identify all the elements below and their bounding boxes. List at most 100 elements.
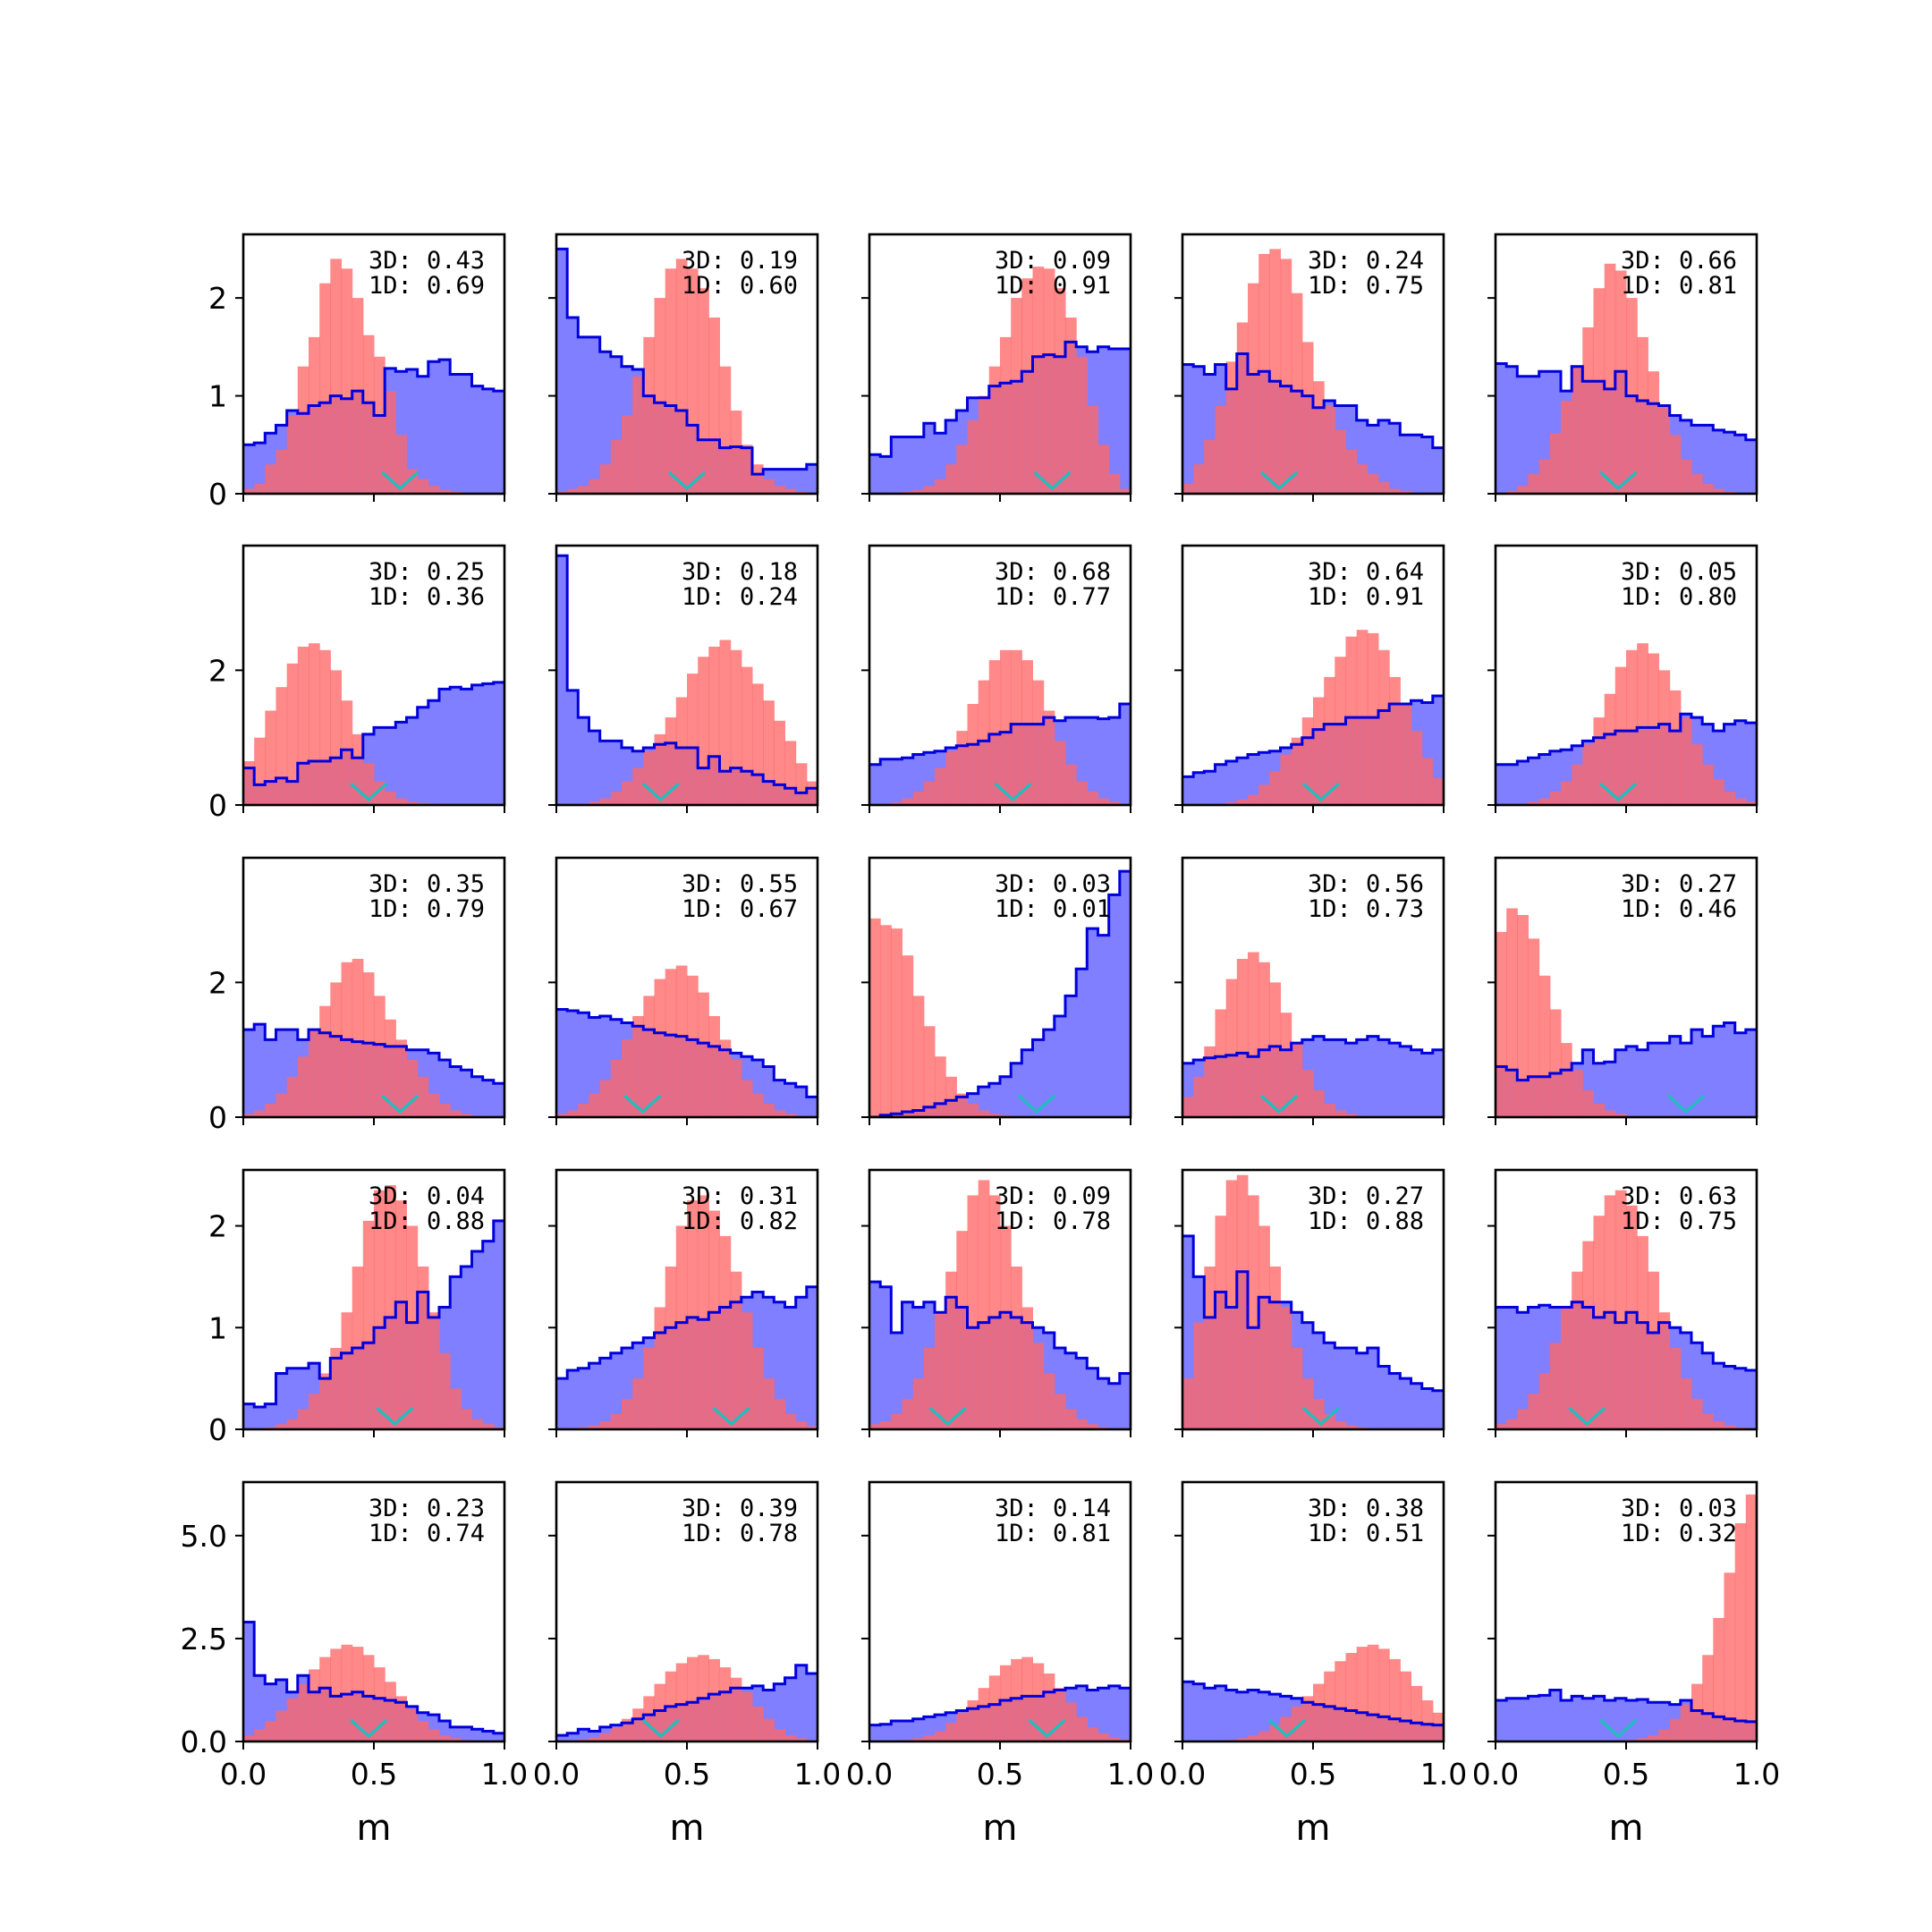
blue-bar (1215, 1685, 1227, 1741)
blue-step-line (1182, 1035, 1444, 1065)
blue-bar (880, 758, 892, 805)
red-bar (730, 649, 742, 805)
blue-step-line (1496, 1301, 1757, 1372)
red-bar (1572, 1271, 1583, 1429)
blue-bar (1335, 1348, 1346, 1429)
plot-area (1182, 249, 1444, 494)
blue-bar (461, 374, 472, 494)
red-bar (599, 1420, 612, 1429)
red-bar (956, 731, 968, 805)
red-bar (362, 335, 375, 494)
annotation-3d: 3D: 0.39 (682, 1495, 798, 1522)
blue-bar (428, 700, 440, 805)
blue-bar (1411, 435, 1423, 494)
red-bar (1538, 975, 1551, 1117)
red-bar (1021, 1307, 1033, 1429)
red-bar (687, 674, 699, 805)
red-bar (1713, 488, 1724, 494)
red-bar (978, 1110, 990, 1117)
blue-bar (578, 717, 589, 805)
red-bar (319, 1373, 331, 1429)
plot-area (556, 1195, 818, 1429)
red-bar (912, 1738, 925, 1741)
red-bar (698, 657, 709, 805)
blue-bar (784, 1307, 797, 1429)
red-bar (1182, 1097, 1194, 1117)
red-bar (719, 1667, 732, 1741)
red-bar (265, 1103, 276, 1117)
red-bar (428, 486, 440, 494)
x-tick-label: 0.5 (1603, 1757, 1649, 1792)
blue-bar (1517, 376, 1529, 494)
red-bar (1614, 270, 1627, 494)
blue-bar (450, 374, 462, 494)
red-bar (567, 1110, 579, 1117)
blue-bar (243, 1622, 255, 1741)
red-bar (698, 992, 709, 1117)
blue-bar (461, 689, 472, 805)
annotation-1d: 1D: 0.91 (995, 272, 1111, 300)
red-bar (1745, 1494, 1757, 1741)
blue-bar (1506, 366, 1518, 494)
marker-chevron (1599, 1718, 1638, 1739)
blue-bar (1367, 1036, 1379, 1117)
red-bar (297, 1683, 309, 1741)
marker-chevron (1568, 1406, 1606, 1427)
blue-bar (923, 423, 936, 494)
red-bar (374, 356, 386, 494)
marker-chevron (641, 1718, 680, 1739)
blue-bar (1724, 432, 1736, 494)
red-bar (774, 1398, 785, 1429)
red-bar (632, 1708, 644, 1741)
blue-bar (1593, 1696, 1606, 1741)
red-bar (1000, 649, 1012, 805)
red-bar (806, 781, 818, 805)
blue-bar (599, 741, 612, 805)
blue-bar (1626, 1700, 1638, 1741)
red-bar (297, 1056, 309, 1117)
blue-bar (1626, 1046, 1638, 1117)
blue-bar (1400, 1378, 1411, 1429)
red-bar (622, 781, 633, 805)
red-bar (752, 1093, 764, 1117)
red-bar (675, 258, 688, 494)
blue-bar (1182, 776, 1194, 805)
red-bar (1258, 1731, 1270, 1741)
red-bar (1538, 459, 1551, 494)
red-bar (1000, 336, 1012, 494)
red-bar (784, 1114, 797, 1117)
red-bar (1065, 1702, 1077, 1741)
blue-bar (610, 1352, 623, 1429)
red-bar (730, 1677, 742, 1741)
blue-bar (265, 1403, 276, 1429)
blue-step-line (869, 1684, 1131, 1727)
red-bar (1345, 449, 1358, 494)
blue-bar (471, 684, 484, 805)
red-bar (265, 710, 276, 805)
red-bar (1301, 717, 1314, 805)
red-bar (1269, 982, 1281, 1117)
red-bar (395, 1039, 407, 1117)
annotation-1d: 1D: 0.81 (995, 1520, 1111, 1547)
red-bar (654, 733, 666, 805)
red-bar (1258, 784, 1270, 805)
blue-bar (406, 369, 419, 494)
red-bar (1432, 1712, 1444, 1741)
red-bar (406, 1708, 419, 1741)
blue-bar (1400, 1046, 1411, 1117)
red-bar (1335, 1420, 1346, 1429)
blue-bar (806, 1286, 818, 1429)
plot-area (1182, 952, 1444, 1117)
blue-bar (578, 1729, 589, 1741)
red-bar (1280, 258, 1292, 494)
red-bar (1389, 676, 1401, 805)
red-bar (1506, 490, 1518, 494)
blue-bar (428, 361, 440, 494)
blue-step-line (1182, 1234, 1444, 1393)
blue-bar (1669, 1036, 1682, 1117)
